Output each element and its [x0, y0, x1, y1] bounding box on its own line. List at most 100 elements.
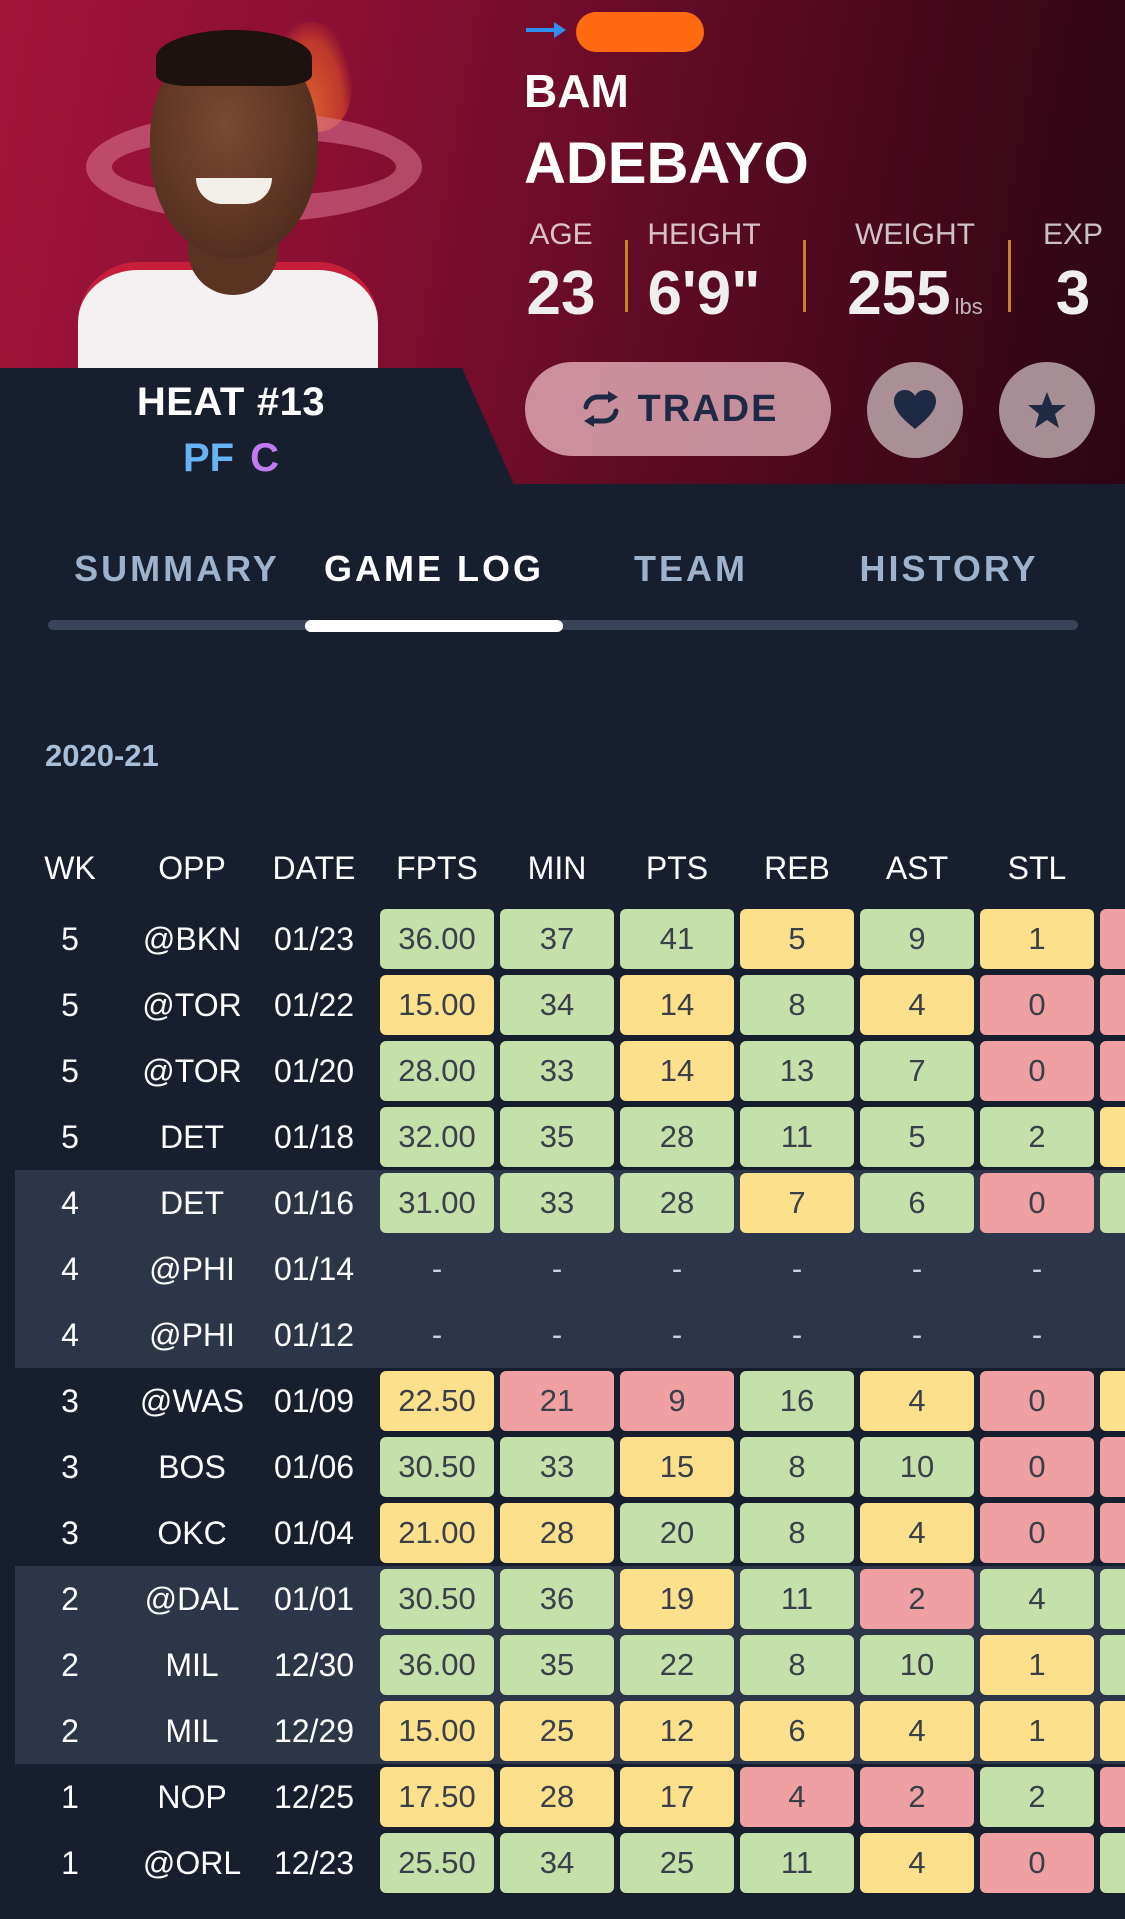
cell-reb: 16 [740, 1371, 854, 1431]
cell-pts: - [671, 1317, 683, 1352]
game-log-header: WK OPP DATE FPTS MIN PTS REB AST STL [0, 850, 1125, 900]
watchlist-button[interactable] [999, 362, 1095, 458]
table-row[interactable]: 4 DET 01/16 31.00 33 28 7 6 0 [15, 1170, 1125, 1236]
tab-game-log[interactable]: GAME LOG [324, 548, 544, 589]
cell-date: 01/06 [273, 1449, 355, 1485]
cell-pts: 9 [620, 1371, 734, 1431]
tab-active-indicator [305, 620, 563, 632]
table-row[interactable]: 1 NOP 12/25 17.50 28 17 4 2 2 [15, 1764, 1125, 1830]
col-header-ast[interactable]: AST [885, 850, 949, 886]
cell-min: 34 [500, 975, 614, 1035]
cell-overflow-edge [1100, 909, 1125, 969]
stat-height-value: 6'9" [647, 259, 761, 328]
cell-pts: - [671, 1251, 683, 1286]
player-bio-stats: AGE 23 HEIGHT 6'9" WEIGHT 255 lbs EXP 3 [520, 218, 1125, 328]
cell-ast: 2 [860, 1767, 974, 1827]
favorite-button[interactable] [867, 362, 963, 458]
cell-fpts: - [431, 1251, 443, 1286]
table-row[interactable]: 5 @TOR 01/20 28.00 33 14 13 7 0 [15, 1038, 1125, 1104]
cell-opp: @TOR [142, 987, 242, 1023]
stat-weight-number: 255 [847, 259, 951, 328]
cell-date: 01/12 [273, 1317, 355, 1353]
table-row[interactable]: 4 @PHI 01/12 - - - - - - [15, 1302, 1125, 1368]
team-panel [0, 368, 520, 484]
player-hair [156, 30, 312, 86]
tab-team[interactable]: TEAM [634, 548, 748, 589]
cell-stl: 0 [980, 1437, 1094, 1497]
cell-fpts: - [431, 1317, 443, 1352]
cell-overflow-edge [1100, 1635, 1125, 1695]
stat-divider [1008, 240, 1011, 312]
table-row[interactable]: 5 @BKN 01/23 36.00 37 41 5 9 1 [15, 906, 1125, 972]
cell-date: 01/01 [273, 1581, 355, 1617]
cell-date: 01/22 [273, 987, 355, 1023]
cell-date: 01/09 [273, 1383, 355, 1419]
col-header-date[interactable]: DATE [272, 850, 356, 886]
col-header-pts[interactable]: PTS [645, 850, 709, 886]
cell-fpts: 28.00 [380, 1041, 494, 1101]
cell-reb: 7 [740, 1173, 854, 1233]
cell-min: 37 [500, 909, 614, 969]
cell-min: - [551, 1317, 563, 1352]
cell-date: 01/20 [273, 1053, 355, 1089]
table-row[interactable]: 3 OKC 01/04 21.00 28 20 8 4 0 [15, 1500, 1125, 1566]
table-row[interactable]: 2 MIL 12/30 36.00 35 22 8 10 1 [15, 1632, 1125, 1698]
tab-summary[interactable]: SUMMARY [74, 548, 280, 589]
player-photo [0, 0, 465, 368]
table-row[interactable]: 3 BOS 01/06 30.50 33 15 8 10 0 [15, 1434, 1125, 1500]
cell-overflow-edge [1100, 1371, 1125, 1431]
col-header-reb[interactable]: REB [764, 850, 830, 886]
redacted-mark [576, 12, 704, 52]
cell-fpts: 21.00 [380, 1503, 494, 1563]
cell-ast: 4 [860, 1701, 974, 1761]
cell-ast: 6 [860, 1173, 974, 1233]
cell-wk: 5 [61, 1119, 79, 1155]
cell-fpts: 30.50 [380, 1569, 494, 1629]
cell-date: 01/04 [273, 1515, 355, 1551]
cell-wk: 5 [61, 1053, 79, 1089]
cell-opp: MIL [165, 1713, 219, 1749]
cell-ast: 2 [860, 1569, 974, 1629]
cell-min: 33 [500, 1041, 614, 1101]
cell-min: 34 [500, 1833, 614, 1893]
table-row[interactable]: 5 @TOR 01/22 15.00 34 14 8 4 0 [15, 972, 1125, 1038]
table-row[interactable]: 3 @WAS 01/09 22.50 21 9 16 4 0 [15, 1368, 1125, 1434]
trade-button[interactable]: TRADE [525, 362, 831, 456]
cell-fpts: 15.00 [380, 1701, 494, 1761]
cell-opp: DET [160, 1119, 224, 1155]
cell-opp: NOP [157, 1779, 227, 1815]
table-row[interactable]: 2 @DAL 01/01 30.50 36 19 11 2 4 [15, 1566, 1125, 1632]
cell-stl: 4 [980, 1569, 1094, 1629]
stat-exp-label: EXP [1042, 218, 1104, 251]
cell-overflow-edge [1100, 1503, 1125, 1563]
cell-opp: @DAL [144, 1581, 240, 1617]
cell-stl: - [1031, 1251, 1043, 1286]
cell-overflow-edge [1100, 1041, 1125, 1101]
cell-reb: 11 [740, 1833, 854, 1893]
player-header: BAM ADEBAYO AGE 23 HEIGHT 6'9" WEIGHT 25… [0, 0, 1125, 484]
cell-stl: 1 [980, 1635, 1094, 1695]
stat-weight-label: WEIGHT [855, 218, 975, 251]
tab-history[interactable]: HISTORY [859, 548, 1039, 589]
table-row[interactable]: 2 MIL 12/29 15.00 25 12 6 4 1 [15, 1698, 1125, 1764]
cell-overflow-edge [1100, 1701, 1125, 1761]
trade-arrows-icon [583, 391, 619, 427]
table-row[interactable]: 5 DET 01/18 32.00 35 28 11 5 2 [15, 1104, 1125, 1170]
cell-date: 12/30 [273, 1647, 355, 1683]
trade-label: TRADE [637, 387, 779, 430]
cell-opp: @TOR [142, 1053, 242, 1089]
col-header-opp[interactable]: OPP [158, 850, 226, 886]
cell-reb: 5 [740, 909, 854, 969]
col-header-fpts[interactable]: FPTS [396, 850, 478, 886]
player-first-name: BAM [524, 65, 629, 117]
col-header-min[interactable]: MIN [527, 850, 587, 886]
table-row[interactable]: 1 @ORL 12/23 25.50 34 25 11 4 0 [15, 1830, 1125, 1896]
table-row[interactable]: 4 @PHI 01/14 - - - - - - [15, 1236, 1125, 1302]
position-c: C [250, 436, 279, 480]
cell-overflow-edge [1100, 1833, 1125, 1893]
col-header-stl[interactable]: STL [1007, 850, 1067, 886]
cell-fpts: 17.50 [380, 1767, 494, 1827]
cell-wk: 1 [61, 1779, 79, 1815]
col-header-wk[interactable]: WK [44, 850, 96, 886]
cell-fpts: 31.00 [380, 1173, 494, 1233]
